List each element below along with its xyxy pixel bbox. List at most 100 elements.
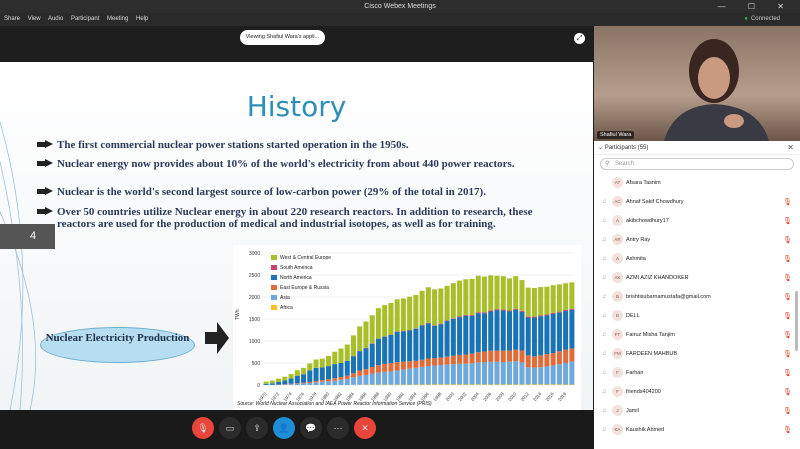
- bar-segment: [513, 384, 519, 385]
- video-tile[interactable]: Shafiul Wara: [594, 26, 800, 141]
- bar-segment: [350, 356, 356, 374]
- bar-segment: [563, 283, 569, 311]
- participant-row[interactable]: ♫ AC Ahnaf Sakif Chowdhury 🎙: [594, 192, 800, 211]
- mic-muted-icon[interactable]: 🎙: [783, 312, 792, 320]
- fullscreen-icon[interactable]: ⤢: [574, 33, 585, 44]
- participant-row[interactable]: ♫ FM FARDEEN MAHBUB 🎙: [594, 344, 800, 363]
- bar-segment: [363, 369, 369, 375]
- bar-segment: [525, 316, 531, 318]
- bar-segment: [419, 290, 425, 326]
- participant-row[interactable]: ♫ FT Fairuz Misha Tanjim 🎙: [594, 325, 800, 344]
- participant-name: Jamil: [626, 407, 639, 414]
- video-name: Shafiul Wara: [597, 131, 635, 139]
- bar-segment: [563, 310, 569, 312]
- slide-number: 4: [0, 224, 55, 249]
- search-input[interactable]: Search: [600, 158, 794, 170]
- chevron-down-icon[interactable]: ⌄: [598, 145, 605, 151]
- bar-segment: [357, 351, 363, 371]
- share-button[interactable]: ⇪: [246, 417, 268, 439]
- participant-row[interactable]: ♫ AR Antry Ray 🎙: [594, 230, 800, 249]
- mic-muted-icon[interactable]: 🎙: [783, 255, 792, 263]
- bar-segment: [463, 384, 469, 385]
- participant-name: Afsara Tasnim: [626, 179, 661, 186]
- legend-swatch: [271, 285, 277, 290]
- more-button[interactable]: ⋯: [327, 417, 349, 439]
- bar-segment: [469, 314, 475, 316]
- y-tick-label: 500: [252, 361, 261, 367]
- menu-help[interactable]: Help: [136, 16, 149, 22]
- mic-muted-icon[interactable]: 🎙: [783, 369, 792, 377]
- mic-muted-icon[interactable]: 🎙: [783, 217, 792, 225]
- bar-segment: [369, 373, 375, 385]
- menu-view[interactable]: View: [27, 16, 41, 22]
- y-tick-label: 3000: [249, 251, 260, 257]
- mic-muted-icon[interactable]: 🎙: [783, 331, 792, 339]
- window-controls[interactable]: — ☐ ✕: [717, 2, 794, 11]
- mic-muted-icon[interactable]: 🎙: [783, 350, 792, 358]
- mic-muted-icon[interactable]: 🎙: [783, 388, 792, 396]
- bar-segment: [432, 365, 438, 385]
- shared-slide: History The first commercial nuclear pow…: [0, 62, 593, 411]
- participant-row[interactable]: ♫ A Ashmita 🎙: [594, 249, 800, 268]
- bar-segment: [531, 317, 537, 357]
- menu-audio[interactable]: Audio: [47, 16, 64, 22]
- avatar: KA: [612, 424, 623, 435]
- x-tick-label: 1990: [382, 391, 393, 401]
- participant-row[interactable]: ♫ AK AZMI AZIZ KHANDOKER 🎙: [594, 268, 800, 287]
- close-icon[interactable]: ✕: [787, 143, 794, 152]
- bar-segment: [338, 377, 344, 380]
- bar-segment: [463, 315, 469, 355]
- title-bar: Cisco Webex Meetings — ☐ ✕: [0, 0, 800, 13]
- bar-segment: [294, 375, 300, 384]
- participant-row[interactable]: ♫ F Farhan 🎙: [594, 363, 800, 382]
- video-button[interactable]: ▭: [219, 417, 241, 439]
- mic-muted-icon[interactable]: 🎙: [783, 274, 792, 282]
- bar-segment: [500, 276, 506, 310]
- chat-button[interactable]: 💬: [300, 417, 322, 439]
- bar-segment: [444, 384, 450, 385]
- participant-row[interactable]: ♫ J Jamil 🎙: [594, 401, 800, 420]
- leave-button[interactable]: ✕: [354, 417, 376, 439]
- bar-segment: [457, 317, 463, 355]
- x-tick-label: 1988: [370, 391, 381, 401]
- menu-share[interactable]: Share: [4, 16, 21, 22]
- bar-segment: [394, 299, 400, 332]
- bar-segment: [350, 377, 356, 385]
- menu-meeting[interactable]: Meeting: [107, 16, 129, 22]
- bar-segment: [482, 351, 488, 363]
- avatar: AT: [612, 177, 623, 188]
- connection-status[interactable]: Connected: [744, 13, 780, 26]
- bar-segment: [444, 321, 450, 357]
- legend-swatch: [271, 295, 277, 300]
- mic-muted-icon[interactable]: 🎙: [783, 407, 792, 415]
- avatar: A: [612, 215, 623, 226]
- audio-status-icon: ♫: [601, 426, 607, 433]
- bar-segment: [332, 380, 338, 385]
- bar-segment: [338, 348, 344, 363]
- mute-button[interactable]: 🎙: [192, 417, 214, 439]
- mic-muted-icon[interactable]: 🎙: [783, 426, 792, 434]
- mic-muted-icon[interactable]: 🎙: [783, 198, 792, 206]
- bar-segment: [569, 348, 575, 362]
- bar-segment: [419, 384, 425, 385]
- participant-row[interactable]: ♫ KA Kaushik Ahmed 🎙: [594, 420, 800, 439]
- bar-segment: [556, 364, 562, 385]
- bar-segment: [438, 288, 444, 324]
- scrollbar[interactable]: [795, 291, 798, 351]
- bar-segment: [500, 309, 506, 311]
- mic-muted-icon[interactable]: 🎙: [783, 293, 792, 301]
- mic-muted-icon[interactable]: 🎙: [783, 236, 792, 244]
- participants-button[interactable]: 👤: [273, 417, 295, 439]
- bar-segment: [425, 323, 431, 359]
- menu-participant[interactable]: Participant: [70, 16, 100, 22]
- share-banner[interactable]: Viewing Shafiul Wara's appli...: [240, 30, 325, 45]
- bar-segment: [382, 305, 388, 337]
- bar-segment: [500, 362, 506, 385]
- participant-row[interactable]: AT Afsara Tasnim: [594, 173, 800, 192]
- participant-row[interactable]: ♫ D DELL 🎙: [594, 306, 800, 325]
- bar-segment: [457, 316, 463, 318]
